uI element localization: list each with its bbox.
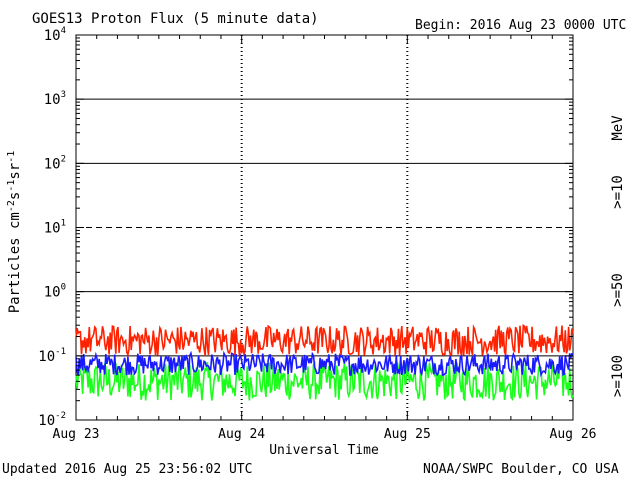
y-tick-label: 104: [44, 26, 66, 44]
series-line-0: [75, 323, 574, 358]
updated-timestamp: Updated 2016 Aug 25 23:56:02 UTC: [2, 462, 252, 477]
y-tick-label: 103: [44, 90, 66, 108]
legend-series-10mev: >=10: [610, 175, 626, 209]
chart-title: GOES13 Proton Flux (5 minute data): [32, 11, 319, 27]
y-tick-label: 100: [44, 283, 66, 301]
legend-unit-mev: MeV: [610, 115, 626, 141]
x-tick-label: Aug 25: [384, 427, 431, 442]
series-line-1: [75, 350, 574, 378]
begin-time: Begin: 2016 Aug 23 0000 UTC: [415, 18, 626, 33]
tick-layer: 10-2 10-1 100 101 102 103 104 Aug 23 Aug 24 Aug 2…: [38, 26, 596, 442]
x-tick-label: Aug 23: [53, 427, 100, 442]
credit-text: NOAA/SWPC Boulder, CO USA: [423, 462, 619, 477]
y-tick-label: 10-1: [38, 347, 66, 365]
x-axis-label: Universal Time: [269, 443, 379, 458]
grid-lines: [76, 35, 573, 420]
y-tick-label: 102: [44, 154, 66, 172]
y-axis-label: Particles cm-2s-1sr-1: [6, 151, 24, 314]
x-tick-label: Aug 26: [550, 427, 597, 442]
y-tick-label: 101: [44, 219, 66, 237]
x-tick-label: Aug 24: [218, 427, 265, 442]
y-tick-label: 10-2: [38, 411, 66, 429]
legend-series-100mev: >=100: [610, 355, 626, 397]
legend-series-50mev: >=50: [610, 273, 626, 307]
series-layer: [75, 323, 574, 402]
